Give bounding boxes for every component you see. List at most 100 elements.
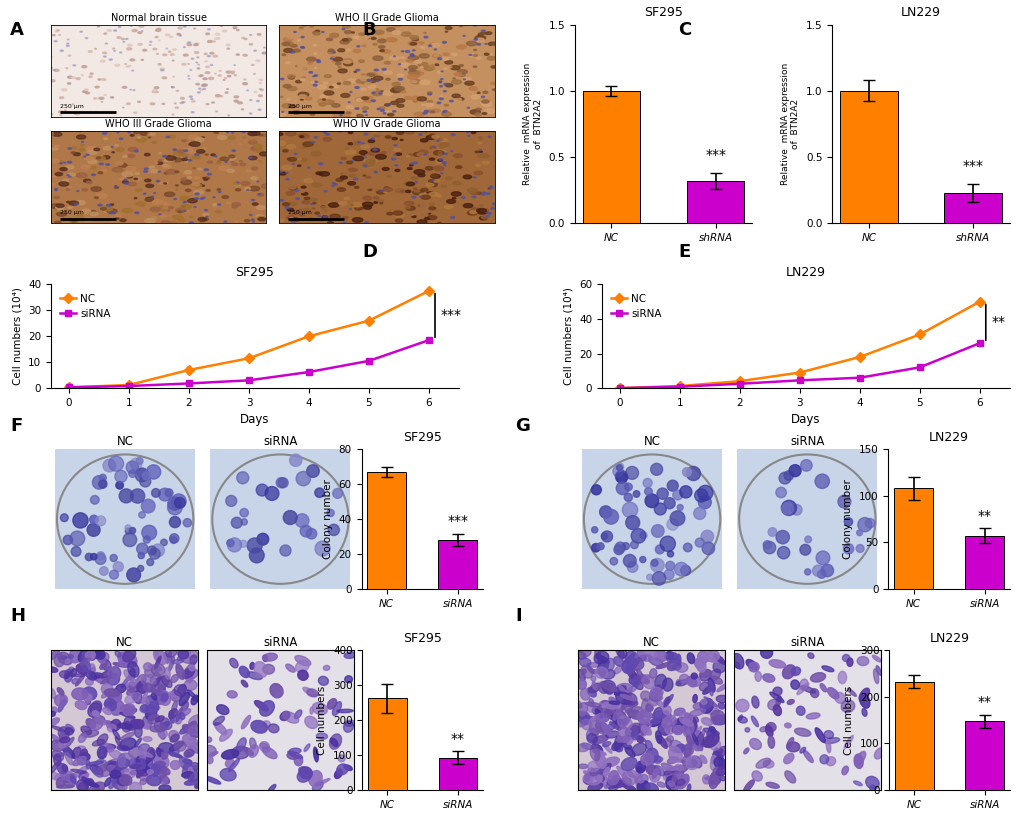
Title: siRNA: siRNA <box>263 636 298 649</box>
Circle shape <box>467 107 469 109</box>
Ellipse shape <box>699 682 708 691</box>
Ellipse shape <box>318 677 328 686</box>
Title: NC: NC <box>642 636 659 649</box>
Circle shape <box>382 168 388 170</box>
Ellipse shape <box>575 712 589 727</box>
Circle shape <box>138 32 142 34</box>
Circle shape <box>437 151 441 153</box>
Ellipse shape <box>594 753 605 769</box>
Circle shape <box>434 49 436 50</box>
Circle shape <box>686 467 700 481</box>
Circle shape <box>405 44 414 48</box>
Circle shape <box>350 91 352 92</box>
Circle shape <box>480 100 491 105</box>
Ellipse shape <box>52 726 64 732</box>
Circle shape <box>321 209 327 212</box>
Ellipse shape <box>173 741 185 751</box>
Circle shape <box>218 191 221 193</box>
Ellipse shape <box>122 653 137 667</box>
Circle shape <box>488 42 496 46</box>
Circle shape <box>251 199 255 201</box>
Ellipse shape <box>170 760 179 770</box>
Circle shape <box>175 208 185 212</box>
Ellipse shape <box>622 701 632 711</box>
Circle shape <box>414 112 424 117</box>
Circle shape <box>388 38 396 42</box>
Circle shape <box>300 136 304 137</box>
Circle shape <box>100 567 108 575</box>
Ellipse shape <box>580 716 595 721</box>
Ellipse shape <box>65 737 74 748</box>
Circle shape <box>206 189 210 191</box>
Circle shape <box>53 133 62 137</box>
Circle shape <box>150 103 155 105</box>
Circle shape <box>162 104 164 105</box>
Ellipse shape <box>652 687 663 694</box>
Ellipse shape <box>732 653 743 669</box>
Ellipse shape <box>327 699 336 709</box>
Circle shape <box>303 142 313 146</box>
Circle shape <box>596 543 603 550</box>
Ellipse shape <box>713 653 725 664</box>
Ellipse shape <box>129 668 135 681</box>
Circle shape <box>348 61 352 63</box>
Circle shape <box>105 203 112 207</box>
Ellipse shape <box>689 675 700 686</box>
Ellipse shape <box>662 713 671 721</box>
Circle shape <box>115 470 127 482</box>
Circle shape <box>309 72 312 73</box>
Ellipse shape <box>165 667 170 679</box>
Ellipse shape <box>168 731 179 742</box>
Ellipse shape <box>751 771 761 781</box>
Circle shape <box>480 209 488 212</box>
Circle shape <box>379 91 383 93</box>
Legend: NC, siRNA: NC, siRNA <box>606 290 665 323</box>
Circle shape <box>138 468 148 478</box>
Circle shape <box>249 548 264 563</box>
Circle shape <box>151 133 155 135</box>
Circle shape <box>204 53 207 54</box>
Circle shape <box>203 214 208 216</box>
Circle shape <box>285 132 296 136</box>
Circle shape <box>122 86 126 88</box>
Ellipse shape <box>635 774 643 789</box>
Circle shape <box>136 137 147 142</box>
Circle shape <box>373 197 378 199</box>
Circle shape <box>446 199 455 203</box>
Circle shape <box>165 489 173 497</box>
Circle shape <box>406 156 410 157</box>
Circle shape <box>190 130 194 133</box>
Circle shape <box>314 67 317 69</box>
Circle shape <box>356 80 364 83</box>
Legend: NC, siRNA: NC, siRNA <box>56 290 115 323</box>
Circle shape <box>257 216 265 221</box>
Circle shape <box>152 216 157 219</box>
Circle shape <box>624 483 632 491</box>
Circle shape <box>401 214 410 217</box>
Ellipse shape <box>193 765 199 770</box>
Circle shape <box>231 71 234 72</box>
NC <box>423 286 435 295</box>
Circle shape <box>128 470 137 477</box>
Ellipse shape <box>825 756 835 765</box>
Circle shape <box>392 86 401 91</box>
Circle shape <box>625 515 639 529</box>
Circle shape <box>276 477 286 488</box>
Ellipse shape <box>183 750 194 757</box>
Circle shape <box>181 205 192 209</box>
Ellipse shape <box>595 653 600 658</box>
Circle shape <box>338 142 343 144</box>
Circle shape <box>187 42 191 43</box>
Circle shape <box>298 40 301 41</box>
Circle shape <box>162 156 166 157</box>
Ellipse shape <box>790 680 799 690</box>
Ellipse shape <box>667 781 675 786</box>
Ellipse shape <box>119 738 136 750</box>
Circle shape <box>102 207 112 211</box>
Circle shape <box>313 84 317 86</box>
Circle shape <box>115 218 119 219</box>
Ellipse shape <box>177 650 191 655</box>
Ellipse shape <box>575 744 588 751</box>
Circle shape <box>359 60 364 63</box>
Ellipse shape <box>666 736 673 742</box>
